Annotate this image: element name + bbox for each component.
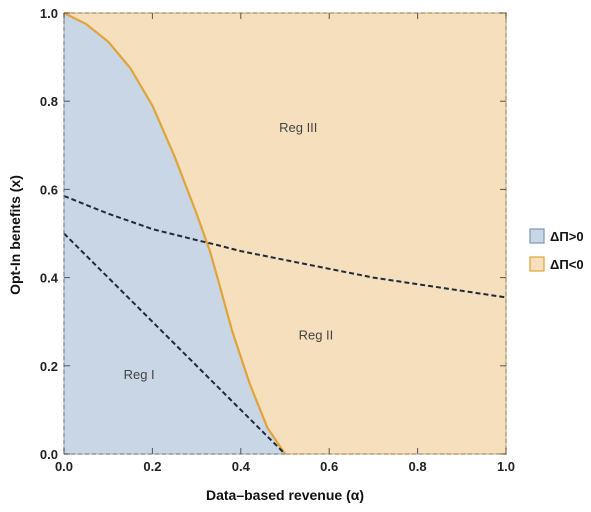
dashed-line-1 [63, 232, 286, 455]
frame-layer [63, 12, 507, 455]
y-tick-label: 0.0 [40, 447, 58, 462]
y-axis-label: Opt-In benefits (x) [7, 175, 23, 295]
y-tick-label: 1.0 [40, 6, 58, 21]
legend-label-positive: ΔΠ>0 [550, 229, 584, 244]
region-positive [64, 13, 285, 454]
y-tick-label: 0.2 [40, 359, 58, 374]
region-label-0: Reg I [124, 367, 155, 382]
region-label-2: Reg III [279, 120, 317, 135]
dashed-line-0 [63, 195, 507, 299]
plot-frame [63, 12, 507, 455]
region-label-1: Reg II [299, 327, 334, 342]
legend-swatch-negative [529, 256, 545, 272]
legend-label-negative: ΔΠ<0 [550, 257, 584, 272]
y-tick-label: 0.4 [40, 271, 59, 286]
x-tick-label: 0.2 [143, 459, 161, 474]
x-tick-label: 0.0 [55, 459, 73, 474]
ticks-layer: 0.0 0.2 0.4 0.6 0.8 1.0 0.0 0.2 0.4 0.6 0.8 1.0 [40, 6, 515, 474]
x-tick-label: 0.6 [320, 459, 338, 474]
x-axis-label: Data–based revenue (α) [206, 487, 364, 503]
annotations-layer: Reg I Reg II Reg III [124, 120, 334, 382]
x-tick-label: 0.8 [409, 459, 427, 474]
region-negative [64, 13, 506, 454]
boundary-curve [63, 12, 286, 455]
y-tick-label: 0.8 [40, 94, 58, 109]
y-tick-label: 0.6 [40, 182, 58, 197]
x-tick-label: 0.4 [232, 459, 251, 474]
legend: ΔΠ>0 ΔΠ<0 [529, 228, 584, 272]
regions-layer [64, 13, 506, 454]
x-tick-label: 1.0 [497, 459, 515, 474]
legend-swatch-positive [529, 228, 545, 244]
